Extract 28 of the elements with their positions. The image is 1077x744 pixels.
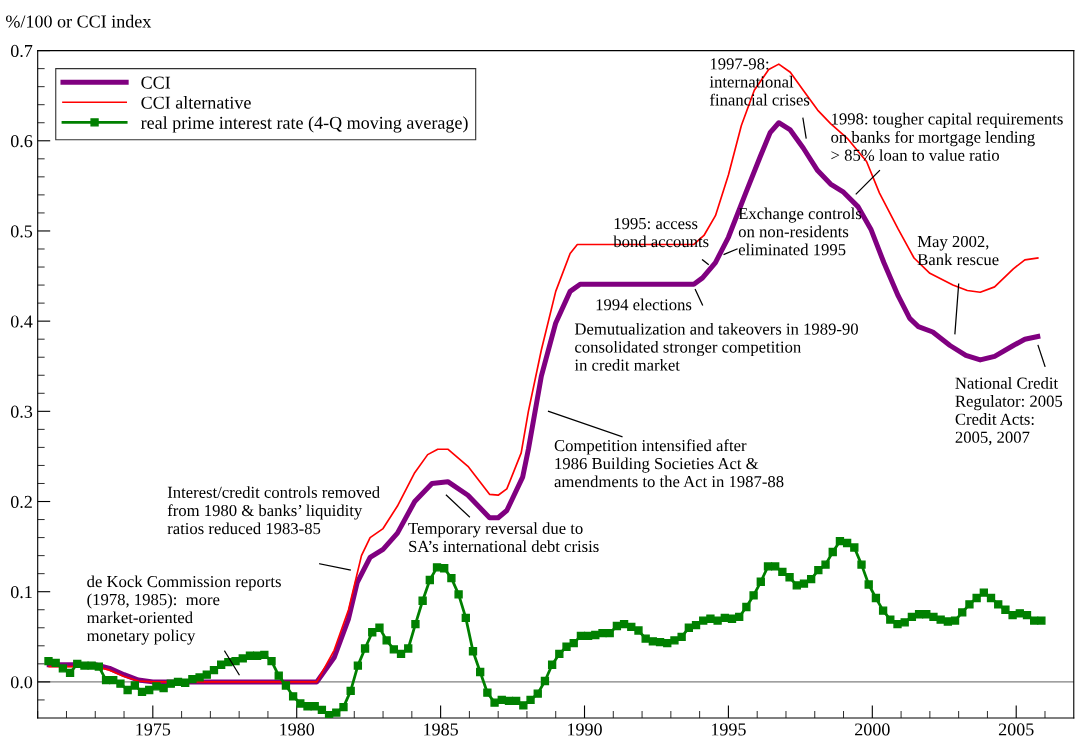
y-tick-label: 0.3	[10, 405, 33, 418]
y-tick-label: 0.2	[10, 495, 32, 509]
annotation: Exchange controls on non-residents eliminated 1995	[738, 207, 862, 256]
y-tick-label: 0.7	[10, 44, 33, 58]
x-tick-label: 2000	[855, 723, 890, 736]
y-tick-label: 0.1	[10, 585, 32, 599]
x-tick-label: 1980	[280, 723, 315, 736]
x-tick-label: 1975	[136, 723, 171, 736]
annotation: de Kock Commission reports (1978, 1985): more market-oriented monetary policy	[86, 575, 281, 645]
x-tick-label: 1985	[424, 723, 458, 736]
y-tick-label: 0.0	[10, 676, 33, 689]
annotation: Temporary reversal due to SA’s international debt crisis	[408, 522, 599, 553]
legend-label: CCI alternative	[141, 96, 251, 109]
annotation: National Credit Regulator: 2005 Credit Acts: 2005, 2007	[955, 377, 1063, 446]
y-axis-title: %/100 or CCI index	[6, 14, 152, 28]
annotation: Competition intensified after 1986 Building Societies Act & amendments to the Act in 1987-88	[554, 439, 784, 488]
annotation: Demutualization and takeovers in 1989-90 consolidated stronger competition in credit market	[574, 322, 858, 371]
legend-label: CCI	[141, 76, 171, 89]
annotation: 1994 elections	[596, 298, 692, 311]
annotation: Interest/credit controls removed from 1980 & banks’ liquidity ratios reduced 1983-85	[167, 486, 380, 535]
x-tick-label: 1990	[568, 723, 602, 736]
annotation: May 2002, Bank rescue	[917, 235, 999, 266]
x-tick-label: 1995	[711, 723, 746, 736]
legend-label: real prime interest rate (4-Q moving average)	[140, 116, 468, 133]
y-tick-label: 0.6	[10, 135, 33, 148]
y-tick-label: 0.5	[10, 225, 33, 238]
x-tick-label: 2005	[998, 723, 1034, 736]
y-tick-label: 0.4	[10, 315, 33, 328]
